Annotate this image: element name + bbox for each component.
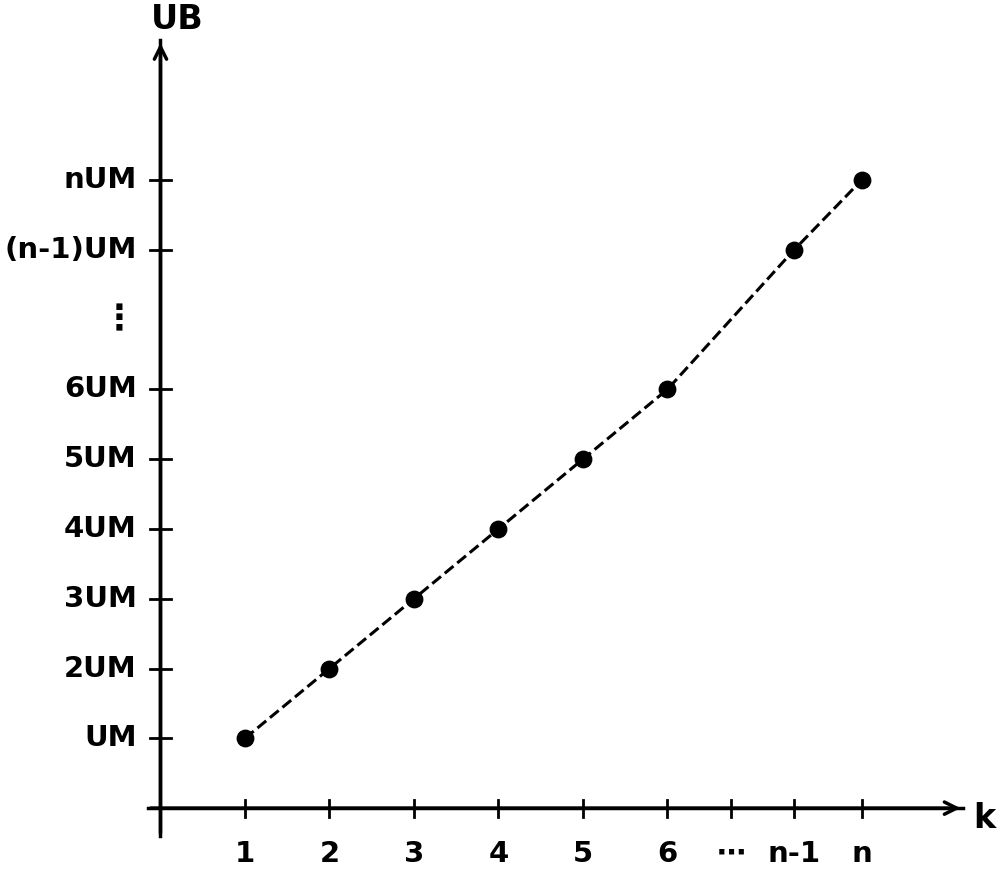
Text: n: n	[851, 839, 872, 867]
Text: 6UM: 6UM	[64, 375, 137, 403]
Text: 5UM: 5UM	[64, 445, 137, 473]
Point	[854, 173, 870, 187]
Text: 2UM: 2UM	[64, 654, 137, 682]
Point	[406, 592, 422, 605]
Point	[575, 452, 591, 466]
Text: ⋮: ⋮	[102, 303, 137, 337]
Text: 1: 1	[235, 839, 255, 867]
Text: 5: 5	[573, 839, 593, 867]
Text: k: k	[973, 802, 995, 835]
Text: nUM: nUM	[63, 166, 137, 194]
Text: 2: 2	[319, 839, 340, 867]
Text: ⋯: ⋯	[716, 839, 745, 867]
Text: 3UM: 3UM	[64, 584, 137, 612]
Text: (n-1)UM: (n-1)UM	[4, 235, 137, 263]
Text: UB: UB	[151, 3, 204, 36]
Point	[786, 242, 802, 256]
Point	[490, 522, 506, 536]
Text: n-1: n-1	[768, 839, 821, 867]
Point	[321, 662, 337, 676]
Text: UM: UM	[84, 724, 137, 752]
Text: 4: 4	[488, 839, 509, 867]
Text: 3: 3	[404, 839, 424, 867]
Text: 4UM: 4UM	[64, 514, 137, 542]
Point	[237, 732, 253, 746]
Text: 6: 6	[657, 839, 678, 867]
Point	[659, 382, 675, 396]
